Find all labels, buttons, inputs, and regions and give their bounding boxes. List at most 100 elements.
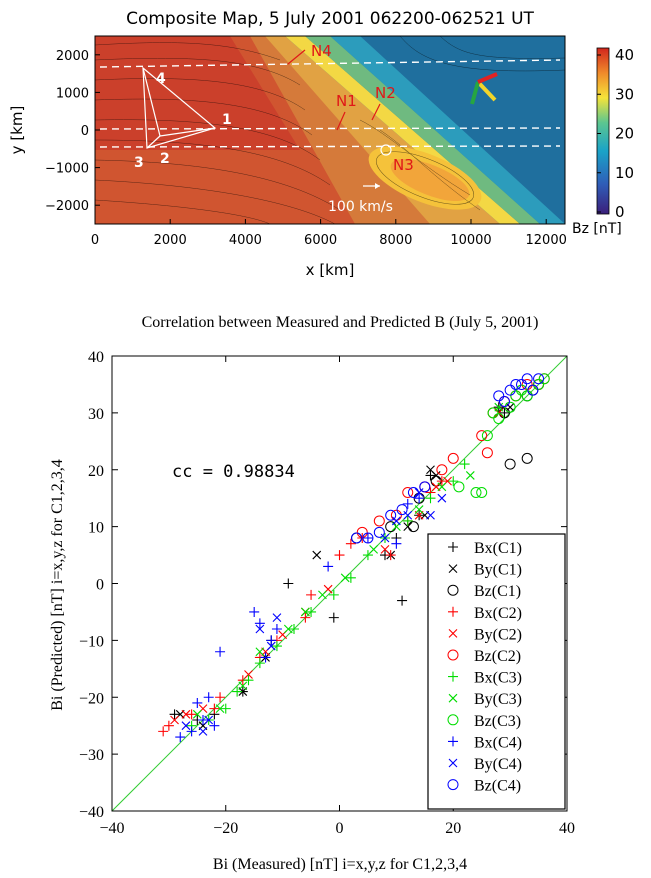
velocity-scale-label: 100 km/s <box>328 199 393 215</box>
correlation-annotation: cc = 0.98834 <box>172 462 295 482</box>
data-point <box>169 709 180 720</box>
data-point <box>505 402 515 412</box>
null-label: N2 <box>375 84 396 102</box>
data-point <box>373 515 385 527</box>
data-point <box>175 732 186 743</box>
legend-label: By(C4) <box>474 756 522 773</box>
data-point <box>271 624 282 634</box>
data-point <box>192 697 203 708</box>
correlation-scatter: Correlation between Measured and Predict… <box>49 314 575 873</box>
data-point <box>402 515 413 526</box>
legend-label: Bx(C4) <box>474 734 522 751</box>
scatter-y-tick-label: −10 <box>79 633 104 650</box>
data-point <box>521 390 533 402</box>
legend-entry: By(C2) <box>448 626 522 643</box>
map-y-tick-label: −2000 <box>45 199 89 214</box>
map-x-tick-label: 0 <box>91 233 99 248</box>
data-point <box>215 704 225 714</box>
data-point <box>414 493 425 504</box>
data-point <box>510 390 522 402</box>
spacecraft-label: 2 <box>160 151 170 167</box>
data-point <box>209 720 220 731</box>
scatter-x-tick-label: −20 <box>213 820 238 837</box>
legend-label: By(C1) <box>474 562 522 579</box>
data-point <box>481 447 493 459</box>
data-point <box>419 481 431 493</box>
legend-entry: Bx(C2) <box>448 605 522 622</box>
data-point <box>283 624 293 634</box>
data-point <box>504 458 516 470</box>
map-x-tick-label: 12000 <box>526 233 567 248</box>
series-bxc3 <box>186 459 470 731</box>
map-x-ticks: 0 2000 4000 6000 8000 10000 12000 <box>91 219 567 248</box>
data-point <box>437 493 447 503</box>
spacecraft-label: 3 <box>134 155 144 171</box>
null-markers <box>287 49 392 156</box>
scatter-y-tick-label: −30 <box>79 747 104 764</box>
legend-marker <box>448 542 458 552</box>
data-point <box>504 384 516 396</box>
data-point <box>198 726 208 736</box>
data-point <box>527 384 539 396</box>
legend-marker <box>447 649 459 661</box>
data-point <box>385 550 396 561</box>
data-point <box>306 589 317 600</box>
data-point <box>244 670 253 679</box>
data-point <box>209 703 220 714</box>
data-point <box>521 452 533 464</box>
data-point <box>255 624 265 634</box>
legend-marker <box>447 779 459 791</box>
series-bxc4 <box>175 493 425 743</box>
data-point <box>448 476 459 487</box>
data-point <box>181 721 191 731</box>
data-point <box>254 658 265 669</box>
legend-label: Bz(C1) <box>474 583 521 600</box>
data-point <box>345 538 356 549</box>
data-point <box>271 641 282 652</box>
legend-marker <box>448 629 458 638</box>
data-point <box>260 652 271 663</box>
spacecraft-label: 1 <box>222 112 232 128</box>
velocity-scale: 100 km/s <box>328 183 393 215</box>
tetrahedron <box>142 66 217 149</box>
data-point <box>437 482 447 492</box>
legend-label: By(C2) <box>474 626 522 643</box>
data-point <box>397 595 408 606</box>
colorbar-label: Bz [nT] <box>572 221 622 237</box>
legend-entry: By(C4) <box>448 756 522 773</box>
colorbar-tick-label: 20 <box>615 125 634 143</box>
data-point <box>163 720 174 731</box>
data-point <box>192 709 202 719</box>
scatter-y-tick-label: 0 <box>96 577 104 594</box>
scatter-y-axis-label: Bi (Predicted) [nT] i=x,y,z for C1,2,3,4 <box>49 459 66 710</box>
colorbar-tick-label: 40 <box>615 46 634 64</box>
bz-field-image <box>95 36 565 224</box>
data-point <box>215 692 226 703</box>
data-point <box>396 504 408 516</box>
scatter-x-tick-label: 0 <box>336 820 344 837</box>
data-point <box>380 533 390 543</box>
null-label: N4 <box>311 42 332 60</box>
scatter-x-ticks: −40 −20 0 20 40 <box>99 356 575 837</box>
data-point <box>487 407 499 419</box>
data-point <box>158 726 169 737</box>
legend-marker <box>448 693 458 703</box>
series-byc4 <box>181 488 447 736</box>
data-point <box>328 612 339 623</box>
data-point <box>538 373 550 385</box>
legend-marker <box>448 606 458 617</box>
colorbar-tick-label: 10 <box>615 164 634 182</box>
data-point <box>533 378 545 390</box>
colorbar-ticks: 40 30 20 10 0 <box>597 46 634 221</box>
legend-label: Bz(C4) <box>474 778 521 795</box>
legend-entry: By(C1) <box>448 562 522 579</box>
legend-entry: Bx(C1) <box>448 540 522 557</box>
data-point <box>499 407 510 418</box>
legend-marker <box>447 584 459 596</box>
legend-marker <box>448 564 458 573</box>
data-point <box>198 715 208 725</box>
data-point <box>204 715 214 725</box>
legend-entry: Bz(C2) <box>447 648 521 665</box>
legend-label: Bx(C1) <box>474 540 522 557</box>
data-point <box>300 607 310 617</box>
